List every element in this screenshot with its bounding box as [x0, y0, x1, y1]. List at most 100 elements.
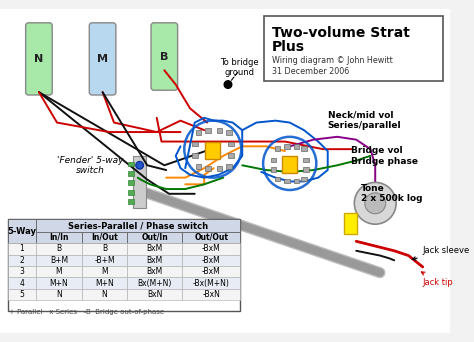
FancyBboxPatch shape [301, 177, 307, 182]
FancyBboxPatch shape [196, 130, 201, 135]
Text: Two-volume Strat: Two-volume Strat [272, 26, 410, 40]
FancyBboxPatch shape [274, 177, 280, 182]
FancyBboxPatch shape [89, 23, 116, 95]
Text: In/In: In/In [49, 233, 69, 242]
FancyBboxPatch shape [128, 181, 134, 185]
FancyBboxPatch shape [128, 277, 182, 289]
Text: 3: 3 [19, 267, 24, 276]
FancyBboxPatch shape [205, 142, 220, 159]
FancyBboxPatch shape [182, 277, 240, 289]
Text: Neck/mid vol
Series/parallel: Neck/mid vol Series/parallel [328, 111, 401, 130]
FancyBboxPatch shape [196, 165, 201, 169]
FancyBboxPatch shape [82, 289, 128, 300]
FancyBboxPatch shape [128, 199, 134, 204]
FancyBboxPatch shape [8, 289, 36, 300]
Text: B: B [160, 52, 169, 62]
Circle shape [355, 182, 396, 224]
FancyBboxPatch shape [36, 289, 82, 300]
Text: 5: 5 [19, 290, 24, 299]
Text: Jack sleeve: Jack sleeve [412, 246, 470, 260]
Text: To bridge
ground: To bridge ground [220, 58, 259, 77]
FancyBboxPatch shape [344, 213, 357, 234]
FancyBboxPatch shape [36, 254, 82, 266]
Text: M+N: M+N [95, 279, 114, 288]
Circle shape [224, 81, 232, 88]
FancyBboxPatch shape [205, 128, 211, 133]
Circle shape [136, 161, 144, 169]
FancyBboxPatch shape [303, 167, 309, 172]
FancyBboxPatch shape [182, 243, 240, 254]
FancyBboxPatch shape [36, 243, 82, 254]
Text: BxN: BxN [147, 290, 163, 299]
FancyBboxPatch shape [36, 266, 82, 277]
FancyBboxPatch shape [303, 158, 309, 162]
FancyBboxPatch shape [8, 220, 240, 311]
FancyBboxPatch shape [182, 254, 240, 266]
FancyBboxPatch shape [128, 266, 182, 277]
FancyBboxPatch shape [226, 165, 232, 169]
Text: Out/In: Out/In [141, 233, 168, 242]
FancyBboxPatch shape [8, 277, 36, 289]
FancyBboxPatch shape [128, 232, 182, 243]
Text: -BxM: -BxM [202, 256, 221, 265]
FancyBboxPatch shape [128, 190, 134, 195]
Text: 1: 1 [19, 245, 24, 253]
FancyBboxPatch shape [82, 266, 128, 277]
Text: Bx(M+N): Bx(M+N) [137, 279, 172, 288]
FancyBboxPatch shape [182, 289, 240, 300]
FancyBboxPatch shape [82, 277, 128, 289]
FancyBboxPatch shape [82, 254, 128, 266]
Circle shape [365, 193, 386, 214]
Text: 5-Way: 5-Way [8, 227, 36, 236]
FancyBboxPatch shape [264, 16, 443, 81]
FancyBboxPatch shape [205, 166, 211, 171]
FancyBboxPatch shape [128, 254, 182, 266]
FancyBboxPatch shape [274, 146, 280, 151]
Text: -Bx(M+N): -Bx(M+N) [193, 279, 230, 288]
Text: N: N [56, 290, 62, 299]
Text: Bridge vol
Bridge phase: Bridge vol Bridge phase [352, 146, 419, 166]
Text: + Parallel   x Series   -B  Bridge out-of-phase: + Parallel x Series -B Bridge out-of-pha… [9, 309, 164, 315]
Text: Series-Parallel / Phase switch: Series-Parallel / Phase switch [68, 221, 208, 230]
Text: M+N: M+N [49, 279, 68, 288]
FancyBboxPatch shape [182, 266, 240, 277]
FancyBboxPatch shape [217, 128, 222, 133]
Text: 31 December 2006: 31 December 2006 [272, 67, 349, 76]
FancyBboxPatch shape [8, 254, 36, 266]
FancyBboxPatch shape [8, 266, 36, 277]
FancyBboxPatch shape [128, 161, 134, 166]
Text: -BxM: -BxM [202, 245, 221, 253]
FancyBboxPatch shape [192, 142, 198, 146]
Text: BxM: BxM [147, 245, 163, 253]
FancyBboxPatch shape [228, 153, 234, 158]
Text: Plus: Plus [272, 40, 305, 54]
FancyBboxPatch shape [8, 243, 36, 254]
FancyBboxPatch shape [128, 171, 134, 176]
FancyBboxPatch shape [271, 167, 276, 172]
Text: M: M [101, 267, 108, 276]
FancyBboxPatch shape [128, 289, 182, 300]
FancyBboxPatch shape [133, 156, 146, 208]
Text: BxM: BxM [147, 256, 163, 265]
Text: B: B [56, 245, 62, 253]
Text: 'Fender' 5-way
switch: 'Fender' 5-way switch [57, 156, 124, 175]
Text: N: N [34, 54, 44, 64]
Text: BxM: BxM [147, 267, 163, 276]
Text: 4: 4 [19, 279, 24, 288]
FancyBboxPatch shape [228, 142, 234, 146]
Text: B+M: B+M [50, 256, 68, 265]
FancyBboxPatch shape [192, 153, 198, 158]
FancyBboxPatch shape [293, 144, 299, 149]
FancyBboxPatch shape [26, 23, 52, 95]
FancyBboxPatch shape [151, 23, 178, 90]
FancyBboxPatch shape [226, 130, 232, 135]
FancyBboxPatch shape [36, 277, 82, 289]
FancyBboxPatch shape [128, 243, 182, 254]
FancyBboxPatch shape [182, 232, 240, 243]
FancyBboxPatch shape [8, 220, 36, 243]
Text: 2: 2 [19, 256, 24, 265]
FancyBboxPatch shape [82, 243, 128, 254]
Text: -B+M: -B+M [94, 256, 115, 265]
Text: Wiring diagram © John Hewitt: Wiring diagram © John Hewitt [272, 56, 392, 65]
FancyBboxPatch shape [36, 220, 240, 232]
